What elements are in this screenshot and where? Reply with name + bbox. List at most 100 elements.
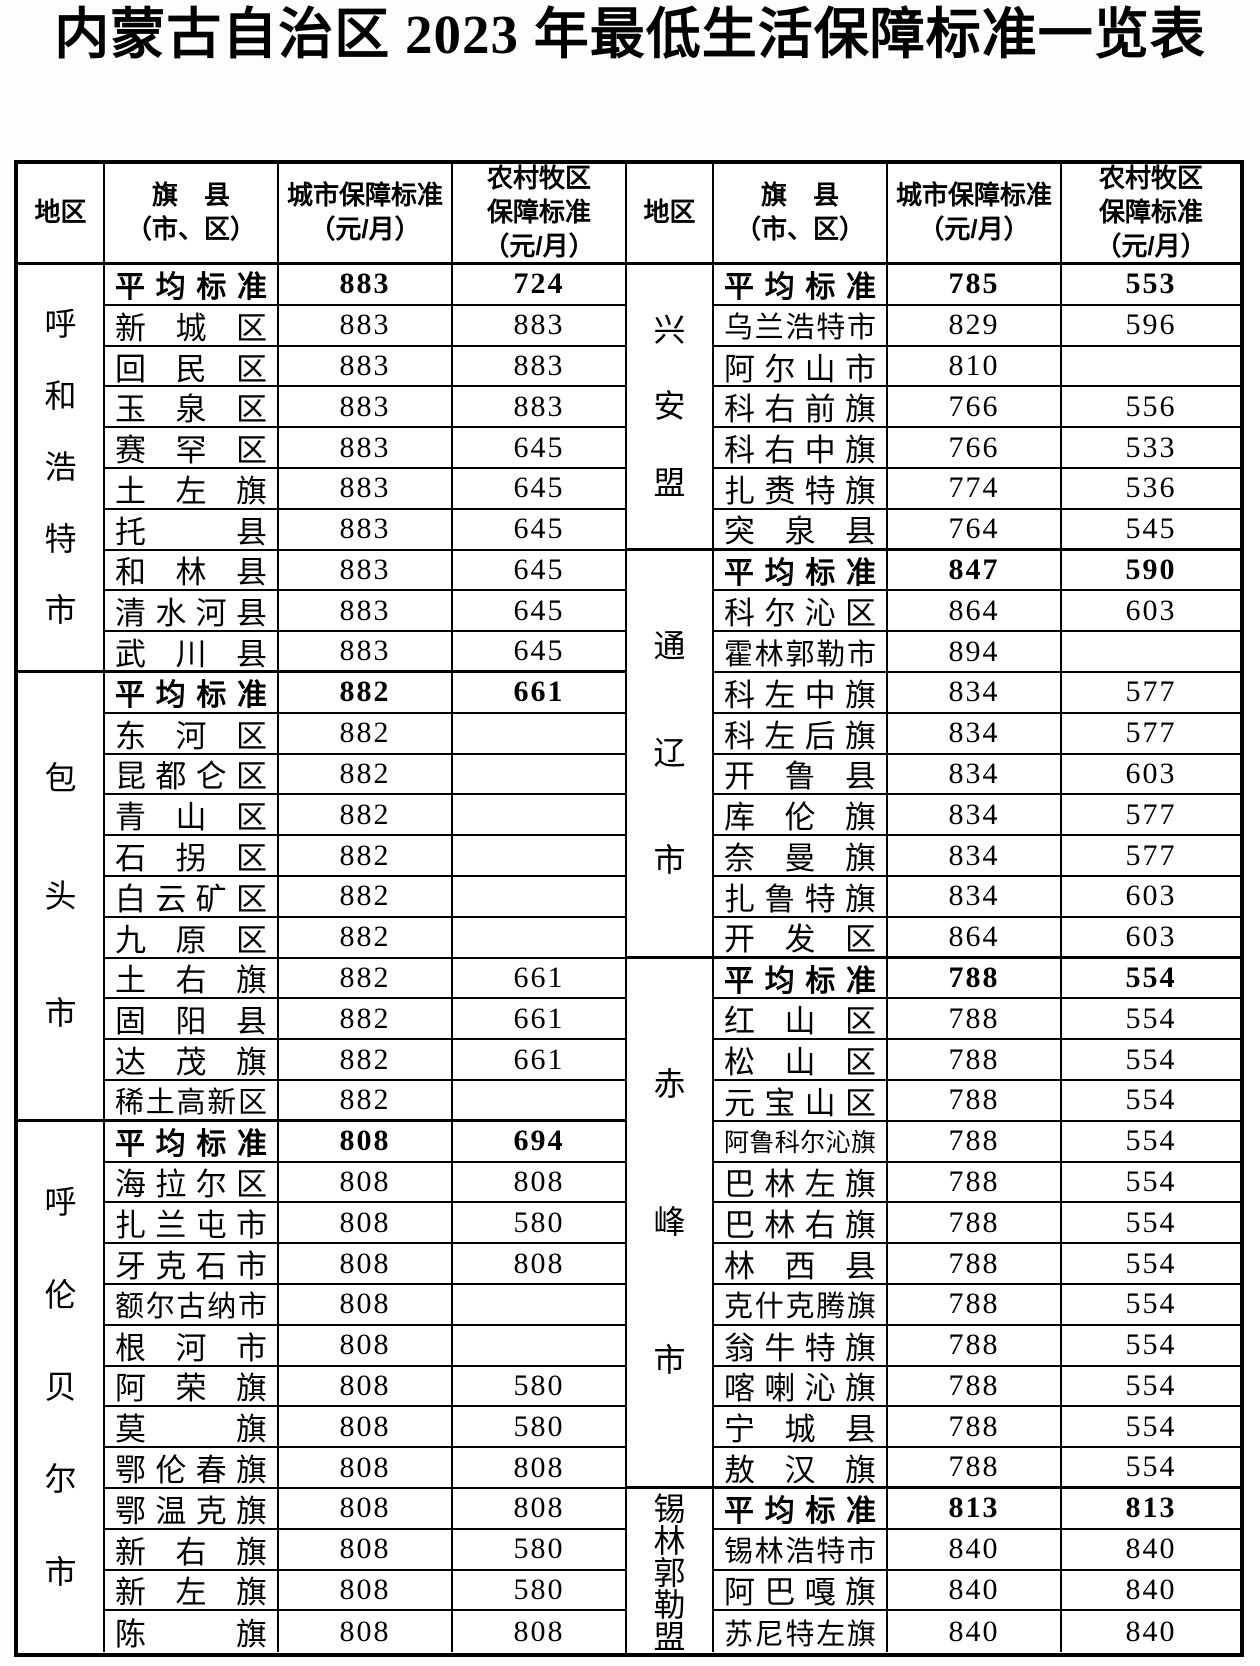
char: 什 (754, 1291, 784, 1324)
rural-standard-value: 577 (1062, 795, 1240, 837)
urban-standard-value: 883 (279, 265, 453, 306)
char: 右 (764, 392, 796, 428)
urban-standard-value: 834 (888, 876, 1062, 918)
county-cell: 开鲁县 (714, 754, 888, 796)
county-cell: 赛罕区 (105, 428, 279, 469)
char: 海 (115, 1167, 146, 1203)
char: 平 (724, 964, 754, 998)
char: 科 (724, 392, 755, 428)
char: 武 (115, 636, 146, 672)
county-cell: 扎赉特旗 (714, 468, 888, 510)
char: 准 (845, 556, 876, 590)
char: 克 (785, 1291, 815, 1324)
char: 市 (846, 1536, 876, 1569)
char: 锡 (724, 1536, 754, 1569)
char: 旗 (846, 1291, 876, 1324)
char: 市 (846, 312, 876, 345)
char: 山 (784, 1004, 816, 1040)
char: 辽 (653, 735, 686, 772)
urban-standard-value: 847 (888, 550, 1062, 592)
char: 区 (236, 800, 267, 836)
char: 旗 (236, 473, 267, 509)
urban-standard-value: 788 (888, 1407, 1062, 1449)
char: 区 (237, 1086, 267, 1119)
char: 元 (724, 1085, 755, 1121)
county-cell: 库伦旗 (714, 795, 888, 837)
char: 平 (115, 271, 145, 305)
char: 东 (115, 718, 146, 754)
left-standards-table: 地区旗 县 （市、区） 城市保障标准 （元/月） 农村牧区 保障标准 （元/月）呼和… (14, 160, 625, 1657)
char: 准 (845, 271, 876, 305)
county-cell: 根河市 (105, 1325, 279, 1367)
char: 县 (236, 555, 267, 591)
char: 区 (844, 1085, 876, 1121)
right-standards-table: 地区旗 县 （市、区） 城市保障标准 （元/月） 农村牧区 保障标准 （元/月） 兴安… (625, 160, 1244, 1657)
rural-standard-value: 554 (1062, 1122, 1240, 1163)
char: 莫 (115, 1412, 146, 1448)
rural-standard-value: 554 (1062, 1081, 1240, 1122)
char: 民 (175, 351, 207, 387)
char: 市 (44, 1553, 77, 1590)
char: 克 (195, 1493, 227, 1529)
urban-standard-value: 883 (279, 591, 453, 633)
county-cell: 青山区 (105, 795, 279, 837)
char: 旗 (844, 677, 876, 713)
char: 旗 (236, 1371, 267, 1407)
char: 陈 (115, 1617, 146, 1653)
char: 茂 (175, 1045, 207, 1081)
urban-standard-value: 788 (888, 999, 1062, 1041)
char: 旗 (236, 1575, 267, 1611)
urban-standard-value: 810 (888, 346, 1062, 388)
county-cell: 敖汉旗 (714, 1448, 888, 1489)
char: 河 (195, 596, 227, 632)
urban-standard-value: 883 (279, 387, 453, 429)
rural-standard-value (453, 795, 625, 837)
char: 霍 (724, 638, 754, 671)
char: 区 (236, 351, 267, 387)
char: 市 (235, 1208, 267, 1244)
rural-standard-value: 883 (453, 347, 625, 388)
char: 根 (115, 1330, 146, 1366)
region-cell: 呼和浩特市 (18, 265, 105, 673)
char: 均 (764, 964, 795, 998)
char: 罕 (175, 433, 207, 469)
char: 尔 (195, 1167, 227, 1203)
char: 县 (236, 514, 267, 550)
rural-standard-value: 554 (1062, 1367, 1240, 1408)
urban-standard-value: 788 (888, 1448, 1062, 1489)
urban-standard-value: 882 (279, 876, 453, 918)
rural-standard-value: 840 (1062, 1530, 1240, 1571)
char: 准 (845, 964, 876, 998)
char: 伦 (784, 800, 816, 836)
char: 科 (724, 718, 755, 754)
char: 区 (235, 759, 267, 795)
rural-standard-value: 661 (453, 1040, 625, 1081)
char: 林 (175, 555, 207, 591)
char: 浩 (44, 449, 77, 486)
county-cell: 红山区 (714, 999, 888, 1041)
urban-standard-value: 882 (279, 917, 453, 959)
urban-standard-value: 813 (888, 1488, 1062, 1530)
county-cell: 巴林右旗 (714, 1203, 888, 1245)
char: 安 (653, 388, 686, 425)
county-cell: 平均标准 (105, 1121, 279, 1163)
char: 市 (237, 1291, 267, 1324)
rural-standard-value: 577 (1062, 673, 1240, 714)
char: 松 (724, 1045, 755, 1081)
urban-standard-value: 894 (888, 632, 1062, 673)
char: 稀 (115, 1086, 145, 1119)
col-header-region: 地区 (18, 164, 105, 265)
char: 科 (724, 433, 755, 469)
char: 特 (44, 520, 77, 557)
county-cell: 海拉尔区 (105, 1162, 279, 1204)
char: 扎 (724, 881, 755, 917)
char: 旗 (844, 1575, 876, 1611)
county-cell: 林西县 (714, 1244, 888, 1285)
char: 石 (115, 841, 146, 877)
char: 沁 (825, 1130, 851, 1158)
char: 喀 (724, 1371, 755, 1407)
urban-standard-value: 883 (279, 550, 453, 592)
char: 巴 (724, 1167, 755, 1203)
char: 温 (155, 1493, 187, 1529)
char: 喇 (764, 1371, 796, 1407)
